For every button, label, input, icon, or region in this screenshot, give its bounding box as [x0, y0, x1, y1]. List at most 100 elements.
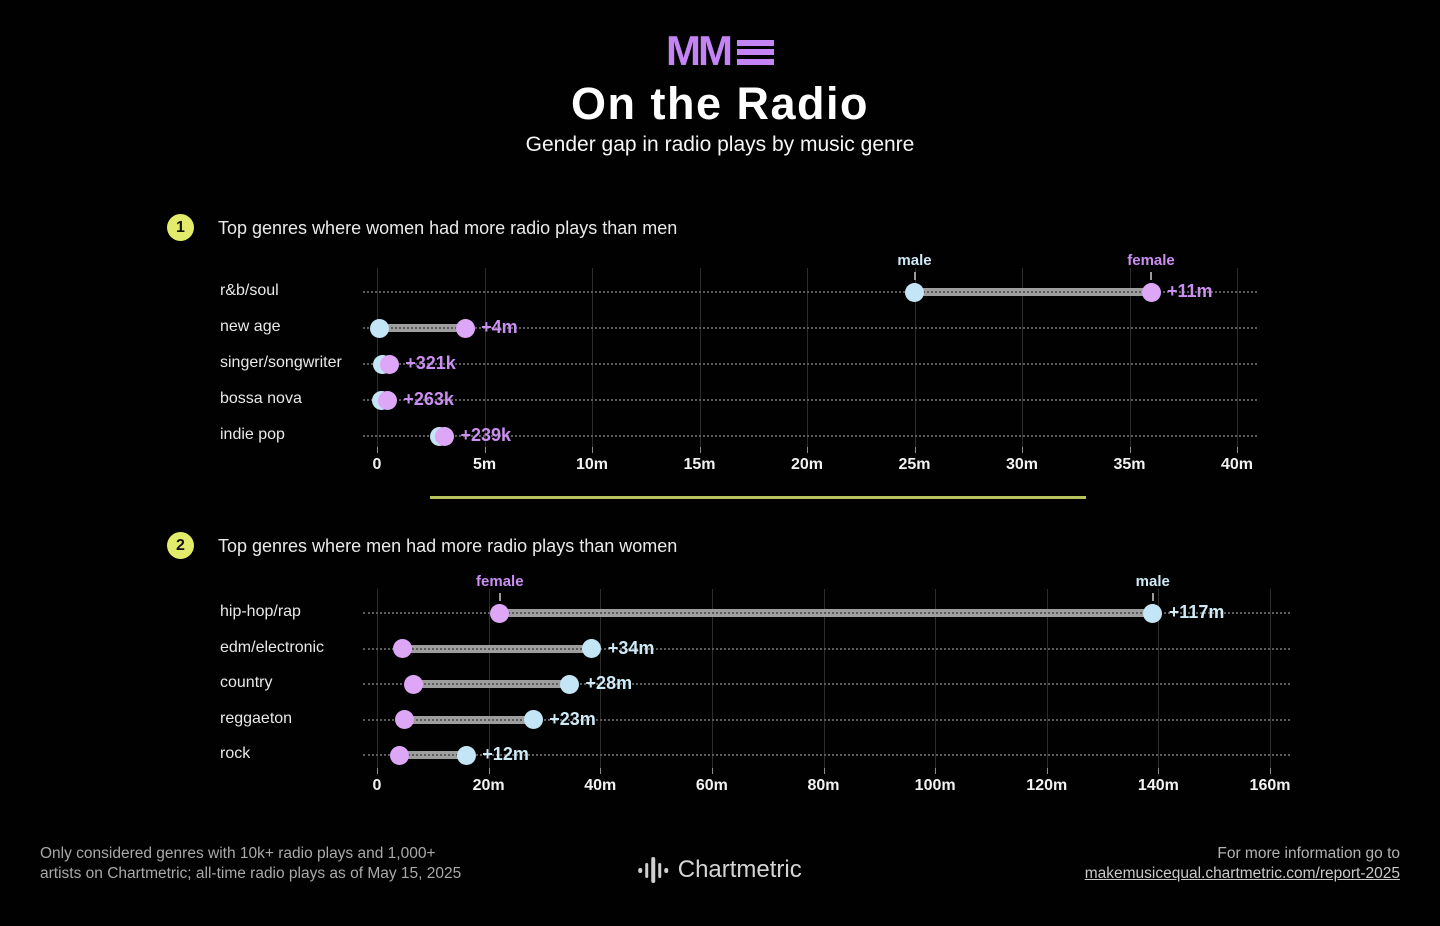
header: MM — [0, 27, 1440, 74]
annotation-tick — [1151, 593, 1154, 601]
male-dot — [582, 639, 602, 658]
axis-tick-label: 5m — [472, 456, 497, 473]
axis-tick-label: 35m — [1113, 456, 1146, 473]
male-dot — [905, 282, 924, 302]
male-dot — [523, 710, 543, 729]
diff-label: +23m — [549, 708, 596, 729]
genre-label: edm/electronic — [220, 638, 325, 656]
axis-tick — [484, 447, 486, 453]
axis-tick — [600, 768, 602, 774]
axis-tick-label: 160m — [1249, 777, 1291, 794]
axis-tick — [1237, 447, 1238, 453]
axis-tick-label: 20m — [790, 456, 824, 473]
gridline-vertical — [1158, 589, 1160, 770]
axis-tick-label: 60m — [695, 777, 728, 794]
chartmetric-brand: Chartmetric — [638, 856, 802, 884]
axis-tick — [823, 768, 825, 774]
section-badge: 1 — [167, 214, 194, 241]
annotation-tick — [1150, 272, 1152, 280]
axis-tick — [711, 768, 713, 774]
axis-tick — [1022, 447, 1023, 453]
gridline-vertical — [484, 268, 486, 449]
row-leader-line — [363, 363, 1257, 365]
axis-tick-label: 120m — [1026, 777, 1068, 794]
diff-label: +4m — [481, 317, 518, 337]
diff-label: +321k — [405, 353, 456, 373]
more-info-text: For more information go to — [1217, 845, 1400, 862]
axis-tick-label: 80m — [807, 777, 840, 794]
female-dot — [1141, 282, 1161, 302]
genre-label: rock — [220, 745, 251, 762]
female-dot — [455, 318, 475, 338]
female-dot — [377, 390, 397, 410]
gridline-vertical — [823, 589, 825, 770]
gridline-vertical — [377, 589, 378, 770]
female-dot — [435, 426, 454, 446]
axis-tick — [807, 447, 808, 453]
axis-tick-label: 20m — [472, 777, 505, 794]
report-link[interactable]: makemusicequal.chartmetric.com/report-20… — [1084, 865, 1400, 882]
annotation-tick — [913, 272, 916, 280]
gridline-vertical — [807, 268, 808, 449]
axis-tick — [1129, 447, 1131, 453]
axis-tick — [377, 768, 378, 774]
genre-label: hip-hop/rap — [220, 603, 301, 620]
row-leader-line — [363, 327, 1257, 329]
row-leader-line — [363, 683, 1290, 685]
gridline-vertical — [488, 589, 490, 770]
genre-label: r&b/soul — [220, 282, 279, 299]
section-heading: Top genres where men had more radio play… — [218, 536, 678, 556]
female-dot — [395, 710, 415, 729]
more-info: For more information go to makemusicequa… — [1085, 844, 1400, 884]
gridline-vertical — [935, 589, 937, 770]
genre-label: reggaeton — [220, 709, 293, 727]
diff-label: +239k — [460, 425, 512, 445]
page-subtitle: Gender gap in radio plays by music genre — [525, 133, 915, 156]
gridline-vertical — [1129, 268, 1131, 449]
female-dot — [379, 354, 399, 374]
axis-tick — [914, 447, 916, 453]
gridline-vertical — [1046, 589, 1048, 770]
male-dot — [369, 318, 389, 338]
gender-annotation-female: female — [476, 573, 524, 590]
diff-label: +34m — [607, 637, 655, 658]
diff-label: +263k — [403, 389, 454, 409]
axis-tick-label: 25m — [898, 456, 931, 473]
gridline-vertical — [1270, 589, 1271, 770]
annotation-tick — [498, 593, 501, 601]
axis-tick — [1158, 768, 1160, 774]
mme-bars-icon — [736, 39, 774, 65]
row-leader-line — [363, 399, 1257, 401]
female-dot — [403, 674, 423, 694]
axis-tick-label: 140m — [1137, 777, 1179, 794]
male-dot — [560, 674, 580, 694]
axis-tick-label: 10m — [575, 456, 609, 473]
row-leader-line — [363, 435, 1257, 437]
row-leader-line — [363, 754, 1290, 756]
axis-tick — [488, 768, 490, 774]
page-title: On the Radio — [571, 78, 869, 129]
section-heading: Top genres where women had more radio pl… — [218, 218, 678, 238]
male-dot — [456, 745, 476, 765]
genre-label: bossa nova — [220, 390, 302, 407]
gridline-vertical — [592, 268, 593, 449]
brand-name: Chartmetric — [677, 856, 802, 883]
axis-tick — [699, 447, 701, 453]
genre-label: singer/songwriter — [220, 354, 342, 371]
axis-tick-label: 40m — [584, 777, 617, 794]
genre-label: indie pop — [220, 426, 285, 443]
mme-logo-text: MM — [666, 27, 733, 74]
gridline-vertical — [600, 589, 602, 770]
axis-tick-label: 40m — [1220, 456, 1254, 473]
female-dot — [389, 745, 409, 765]
footnote: Only considered genres with 10k+ radio p… — [40, 844, 461, 884]
axis-tick — [1046, 768, 1048, 774]
axis-tick-label: 30m — [1005, 456, 1039, 473]
axis-tick — [935, 768, 937, 774]
gridline-vertical — [1022, 268, 1023, 449]
diff-label: +11m — [1167, 281, 1213, 301]
section-badge: 2 — [167, 532, 194, 559]
axis-tick — [592, 447, 593, 453]
